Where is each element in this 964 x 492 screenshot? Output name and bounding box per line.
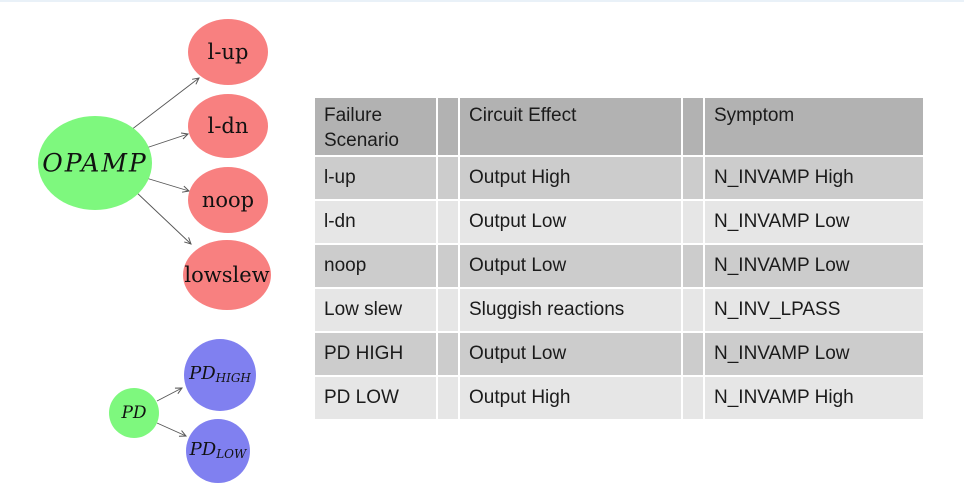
node-pd-low-label: PDLOW [189, 439, 248, 462]
cell-scenario: PD LOW [315, 377, 436, 419]
cell-spacer [438, 377, 458, 419]
cell-spacer [683, 333, 703, 375]
cell-effect: Output Low [460, 201, 681, 243]
table-row-lup: l-up Output High N_INVAMP High [315, 157, 923, 199]
edge-opamp-ldn [145, 132, 190, 149]
header-circuit-effect: Circuit Effect [460, 98, 681, 155]
node-pd: PD [109, 388, 159, 438]
node-ldn: l-dn [188, 94, 268, 158]
cell-scenario: PD HIGH [315, 333, 436, 375]
cell-spacer [683, 377, 703, 419]
cell-scenario: noop [315, 245, 436, 287]
cell-symptom: N_INVAMP Low [705, 333, 923, 375]
cell-scenario: Low slew [315, 289, 436, 331]
table-row-ldn: l-dn Output Low N_INVAMP Low [315, 201, 923, 243]
table-row-pdlow: PD LOW Output High N_INVAMP High [315, 377, 923, 419]
cell-scenario: l-dn [315, 201, 436, 243]
cell-symptom: N_INVAMP Low [705, 245, 923, 287]
table-row-pdhigh: PD HIGH Output Low N_INVAMP Low [315, 333, 923, 375]
cell-spacer [683, 245, 703, 287]
cell-spacer [683, 289, 703, 331]
cell-effect: Sluggish reactions [460, 289, 681, 331]
node-pd-low: PDLOW [186, 419, 250, 483]
failure-scenario-table: Failure Scenario Circuit Effect Symptom … [313, 96, 925, 421]
cell-effect: Output High [460, 377, 681, 419]
header-symptom: Symptom [705, 98, 923, 155]
node-pd-high-label: PDHIGH [188, 363, 251, 386]
node-lowslew-label: lowslew [184, 263, 269, 287]
cell-symptom: N_INVAMP Low [705, 201, 923, 243]
header-spacer [438, 98, 458, 155]
node-noop-label: noop [202, 188, 254, 212]
edge-opamp-noop [145, 177, 191, 193]
cell-spacer [438, 333, 458, 375]
node-lowslew: lowslew [183, 240, 271, 310]
cell-spacer [438, 289, 458, 331]
edge-opamp-lowslew [134, 190, 192, 245]
cell-symptom: N_INVAMP High [705, 157, 923, 199]
table-header-row: Failure Scenario Circuit Effect Symptom [315, 98, 923, 155]
node-lup-label: l-up [208, 40, 249, 64]
cell-effect: Output High [460, 157, 681, 199]
cell-spacer [683, 157, 703, 199]
cell-spacer [438, 245, 458, 287]
node-ldn-label: l-dn [208, 114, 249, 138]
cell-effect: Output Low [460, 245, 681, 287]
header-failure-scenario: Failure Scenario [315, 98, 436, 155]
table-row-lowslew: Low slew Sluggish reactions N_INV_LPASS [315, 289, 923, 331]
node-noop: noop [188, 167, 268, 233]
node-opamp: OPAMP [38, 116, 152, 210]
header-spacer [683, 98, 703, 155]
cell-spacer [438, 201, 458, 243]
cell-scenario: l-up [315, 157, 436, 199]
edge-opamp-lup [130, 77, 200, 131]
cell-symptom: N_INVAMP High [705, 377, 923, 419]
cell-effect: Output Low [460, 333, 681, 375]
node-lup: l-up [188, 19, 268, 85]
node-opamp-label: OPAMP [42, 149, 148, 178]
edge-pd-high [156, 387, 183, 402]
cell-spacer [683, 201, 703, 243]
node-pd-high: PDHIGH [184, 339, 256, 411]
cell-spacer [438, 157, 458, 199]
edge-pd-low [156, 422, 188, 437]
top-window-edge [0, 0, 964, 2]
cell-symptom: N_INV_LPASS [705, 289, 923, 331]
table-row-noop: noop Output Low N_INVAMP Low [315, 245, 923, 287]
node-pd-label: PD [120, 403, 146, 423]
